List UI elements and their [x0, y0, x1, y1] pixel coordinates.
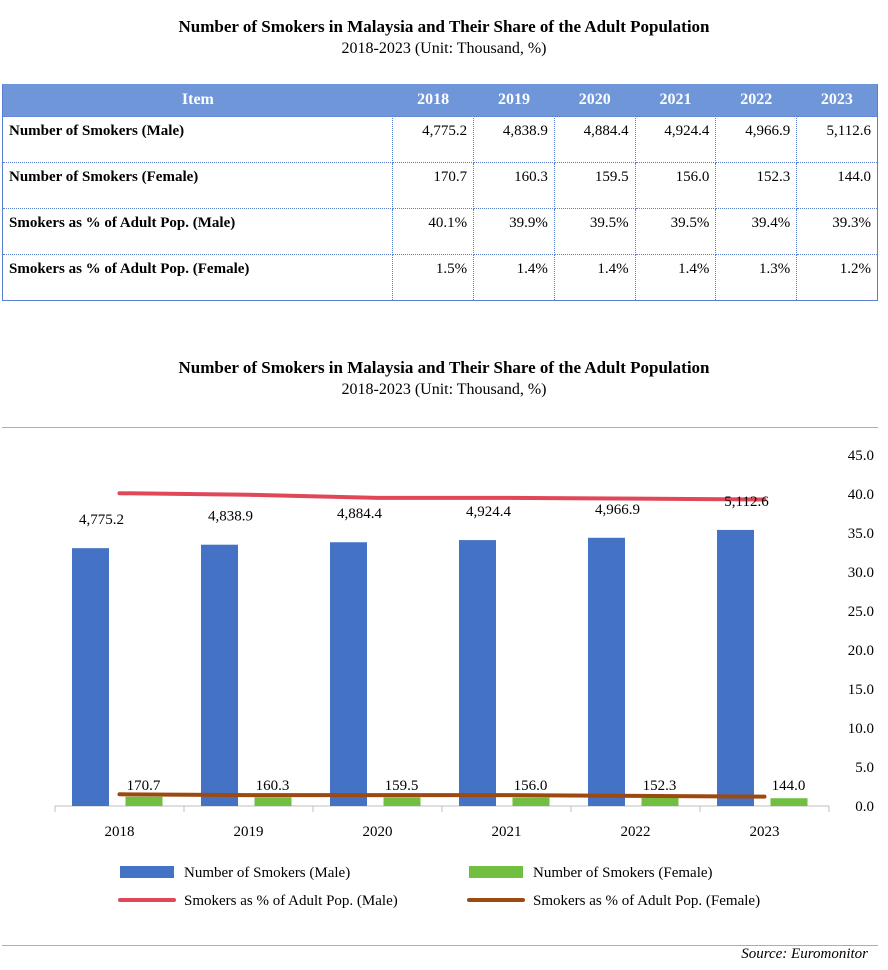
right-axis-tick-label: 20.0	[848, 643, 874, 659]
table-title: Number of Smokers in Malaysia and Their …	[0, 16, 888, 60]
right-axis-tick-label: 10.0	[848, 721, 874, 737]
cell: 159.5	[553, 162, 636, 209]
x-tick-label: 2023	[750, 824, 780, 840]
cell: 39.3%	[796, 208, 878, 255]
cell: 1.4%	[553, 254, 636, 301]
table-row: Number of Smokers (Male) 4,775.2 4,838.9…	[1, 116, 878, 163]
data-label-male: 5,112.6	[724, 494, 769, 510]
chart-title: Number of Smokers in Malaysia and Their …	[0, 357, 888, 401]
data-table: Item 2018 2019 2020 2021 2022 2023 Numbe…	[1, 84, 878, 301]
chart-title-line1: Number of Smokers in Malaysia and Their …	[178, 358, 710, 377]
header-item: Item	[2, 84, 393, 117]
cell: 4,924.4	[634, 116, 717, 163]
bar-female	[512, 797, 550, 806]
source-note: Source: Euromonitor	[741, 946, 868, 962]
legend-swatch	[469, 866, 523, 878]
bar-female	[770, 798, 808, 806]
table-title-line2: 2018-2023 (Unit: Thousand, %)	[341, 40, 547, 57]
data-label-female: 144.0	[772, 778, 806, 794]
cell: 160.3	[473, 162, 555, 209]
cell: 4,966.9	[715, 116, 798, 163]
right-axis-tick-label: 25.0	[848, 604, 874, 620]
cell: 152.3	[715, 162, 798, 209]
cell: 170.7	[392, 162, 475, 209]
legend-label: Smokers as % of Adult Pop. (Male)	[184, 893, 398, 909]
right-axis-tick-label: 15.0	[848, 682, 874, 698]
header-year: 2018	[392, 84, 474, 117]
header-year: 2021	[635, 84, 716, 117]
cell: 5,112.6	[796, 116, 878, 163]
data-label-female: 152.3	[643, 778, 677, 794]
combo-chart: 2018 2019 2020 2021 2022 2023 0.0 5.0 10.0 15.0 20…	[54, 448, 874, 909]
table-row: Smokers as % of Adult Pop. (Female) 1.5%…	[1, 254, 878, 301]
bar-male	[201, 544, 238, 806]
right-axis-tick-label: 45.0	[848, 448, 874, 464]
bar-female	[125, 796, 163, 806]
data-label-female: 170.7	[127, 778, 161, 794]
legend-label: Number of Smokers (Male)	[184, 865, 350, 881]
cell: 1.3%	[715, 254, 798, 301]
bar-male	[717, 529, 754, 806]
row-label: Smokers as % of Adult Pop. (Female)	[1, 254, 394, 301]
right-axis-tick-label: 0.0	[855, 799, 874, 815]
header-year: 2020	[554, 84, 636, 117]
legend-label: Smokers as % of Adult Pop. (Female)	[533, 893, 760, 909]
bar-male	[330, 542, 367, 806]
row-label: Number of Smokers (Female)	[1, 162, 394, 209]
x-tick-label: 2021	[492, 824, 522, 840]
bar-male	[72, 548, 109, 806]
chart-title-line2: 2018-2023 (Unit: Thousand, %)	[341, 381, 547, 398]
table-row: Smokers as % of Adult Pop. (Male) 40.1% …	[1, 208, 878, 255]
data-label-male: 4,884.4	[337, 506, 383, 522]
data-label-male: 4,775.2	[79, 512, 124, 528]
cell: 144.0	[796, 162, 878, 209]
data-label-male: 4,966.9	[595, 502, 640, 518]
bar-female	[641, 797, 679, 806]
cell: 1.4%	[634, 254, 717, 301]
cell: 1.4%	[473, 254, 555, 301]
data-label-female: 160.3	[256, 778, 290, 794]
legend-label: Number of Smokers (Female)	[533, 865, 713, 881]
x-tick-label: 2022	[621, 824, 651, 840]
cell: 4,775.2	[392, 116, 475, 163]
bar-male	[459, 540, 496, 806]
cell: 1.5%	[392, 254, 475, 301]
cell: 39.5%	[634, 208, 717, 255]
row-label: Smokers as % of Adult Pop. (Male)	[1, 208, 394, 255]
cell: 39.4%	[715, 208, 798, 255]
cell: 156.0	[634, 162, 717, 209]
x-tick-label: 2018	[105, 824, 135, 840]
cell: 1.2%	[796, 254, 878, 301]
cell: 40.1%	[392, 208, 475, 255]
table-header-row: Item 2018 2019 2020 2021 2022 2023	[2, 84, 878, 117]
cell: 4,884.4	[553, 116, 636, 163]
data-label-female: 159.5	[385, 778, 419, 794]
legend-swatch	[120, 866, 174, 878]
x-tick-label: 2019	[234, 824, 264, 840]
data-label-female: 156.0	[514, 778, 548, 794]
table-row: Number of Smokers (Female) 170.7 160.3 1…	[1, 162, 878, 209]
x-tick-label: 2020	[363, 824, 393, 840]
right-axis-tick-label: 40.0	[848, 487, 874, 503]
line-male-share	[117, 491, 767, 502]
cell: 4,838.9	[473, 116, 555, 163]
header-year: 2022	[715, 84, 797, 117]
right-axis-tick-label: 30.0	[848, 565, 874, 581]
line-female-share	[117, 792, 767, 799]
bar-male	[588, 537, 625, 806]
cell: 39.9%	[473, 208, 555, 255]
header-year: 2023	[796, 84, 878, 117]
bar-female	[383, 797, 421, 806]
header-year: 2019	[473, 84, 555, 117]
data-label-male: 4,838.9	[208, 509, 253, 525]
row-label: Number of Smokers (Male)	[1, 116, 394, 163]
cell: 39.5%	[553, 208, 636, 255]
bar-female	[254, 797, 292, 806]
table-title-line1: Number of Smokers in Malaysia and Their …	[178, 17, 710, 36]
chart-frame: 2018 2019 2020 2021 2022 2023 0.0 5.0 10.0 15.0 20…	[2, 427, 878, 946]
right-axis-tick-label: 5.0	[855, 760, 874, 776]
right-axis-tick-label: 35.0	[848, 526, 874, 542]
data-label-male: 4,924.4	[466, 504, 512, 520]
